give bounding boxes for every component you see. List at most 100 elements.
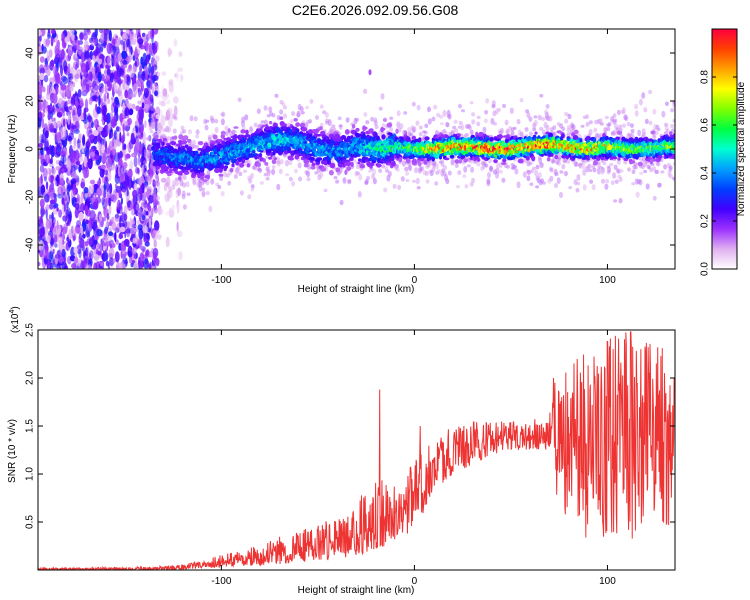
signal-halo — [276, 183, 281, 191]
signal-cell — [288, 134, 292, 140]
noise-blob — [116, 172, 119, 179]
signal-halo — [389, 126, 393, 132]
noise-blob — [168, 81, 174, 93]
signal-halo — [299, 106, 304, 112]
noise-blob — [113, 130, 118, 140]
noise-blob — [68, 132, 74, 141]
noise-blob — [65, 157, 71, 169]
signal-halo — [347, 179, 352, 185]
noise-blob — [93, 239, 98, 245]
signal-halo — [637, 129, 642, 137]
signal-cell — [373, 156, 378, 161]
signal-halo — [656, 161, 661, 167]
noise-blob — [178, 51, 183, 57]
signal-halo — [485, 98, 490, 104]
noise-blob — [120, 175, 124, 183]
noise-blob — [105, 177, 108, 183]
signal-halo — [296, 110, 301, 118]
signal-halo — [445, 122, 450, 128]
noise-blob — [122, 40, 126, 51]
noise-blob — [85, 219, 90, 225]
noise-blob — [99, 63, 104, 69]
noise-blob — [84, 40, 89, 51]
noise-blob — [38, 143, 44, 148]
signal-halo — [630, 128, 635, 134]
noise-blob — [56, 120, 62, 128]
noise-blob — [67, 49, 73, 57]
signal-halo — [605, 179, 610, 184]
noise-blob — [146, 80, 151, 89]
noise-blob — [126, 132, 130, 137]
noise-blob — [111, 96, 114, 101]
signal-cell — [206, 174, 210, 180]
noise-blob — [120, 197, 123, 205]
signal-cell — [335, 167, 341, 173]
signal-halo — [335, 179, 340, 184]
signal-cell — [235, 160, 240, 166]
signal-halo — [549, 167, 554, 173]
signal-halo — [567, 113, 572, 120]
signal-halo — [630, 123, 634, 128]
signal-cell — [233, 134, 238, 140]
noise-blob — [85, 83, 90, 94]
signal-cell — [268, 156, 273, 160]
signal-halo — [539, 162, 544, 166]
noise-blob — [51, 117, 56, 122]
signal-halo — [528, 161, 533, 166]
noise-blob — [62, 76, 69, 85]
noise-blob — [61, 33, 65, 39]
noise-blob — [152, 251, 157, 260]
signal-halo — [648, 89, 653, 95]
signal-cell — [161, 141, 165, 147]
signal-halo — [604, 183, 609, 190]
noise-blob — [173, 38, 178, 47]
signal-halo — [672, 176, 675, 181]
signal-cell — [261, 124, 266, 128]
noise-blob — [139, 44, 146, 50]
signal-halo — [526, 112, 531, 119]
noise-blob — [92, 201, 98, 210]
signal-cell — [224, 165, 229, 169]
signal-halo — [440, 159, 445, 163]
signal-halo — [652, 166, 657, 172]
signal-halo — [378, 106, 383, 111]
noise-blob — [48, 175, 52, 182]
noise-blob — [38, 117, 42, 128]
noise-blob — [166, 99, 171, 105]
signal-halo — [467, 125, 472, 131]
noise-blob — [122, 60, 128, 65]
noise-blob — [125, 257, 128, 267]
noise-blob — [70, 29, 75, 34]
noise-blob — [44, 130, 49, 139]
noise-blob — [41, 117, 45, 129]
noise-blob — [98, 83, 104, 89]
noise-blob — [57, 45, 61, 58]
noise-blob — [65, 242, 71, 252]
signal-halo — [529, 131, 533, 137]
signal-halo — [423, 130, 428, 135]
signal-halo — [358, 173, 363, 181]
noise-blob — [153, 239, 157, 248]
signal-halo — [655, 169, 660, 174]
signal-halo — [613, 118, 618, 123]
noise-blob — [148, 194, 154, 204]
noise-blob — [114, 227, 120, 234]
signal-halo — [241, 116, 246, 123]
signal-halo — [195, 134, 200, 139]
noise-blob — [74, 203, 80, 210]
noise-blob — [103, 114, 109, 123]
noise-blob — [151, 98, 154, 108]
signal-halo — [250, 173, 254, 179]
noise-blob — [108, 172, 112, 181]
signal-halo — [144, 170, 149, 177]
noise-blob — [133, 201, 140, 213]
signal-cell — [202, 179, 208, 182]
signal-halo — [484, 163, 489, 168]
noise-blob — [50, 59, 55, 67]
noise-blob — [121, 34, 127, 41]
noise-blob — [111, 148, 116, 156]
noise-blob — [130, 38, 137, 45]
signal-halo — [499, 127, 504, 134]
signal-halo — [612, 172, 617, 179]
noise-blob — [74, 256, 79, 264]
